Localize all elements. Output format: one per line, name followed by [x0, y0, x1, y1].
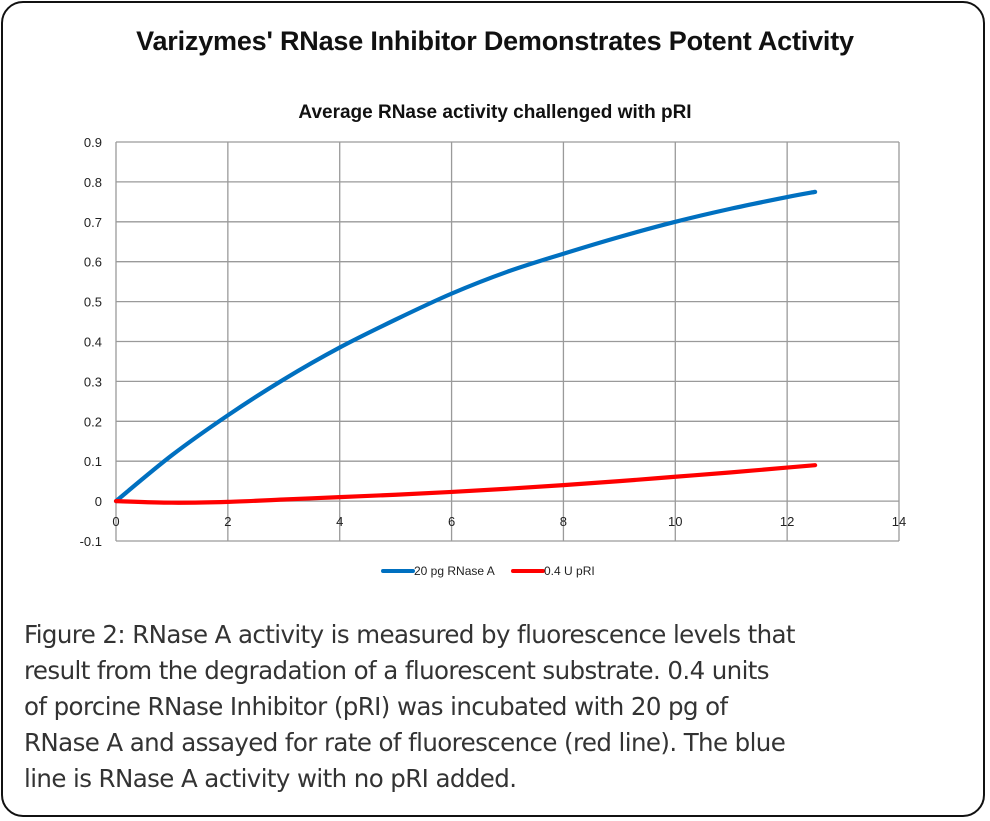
- y-tick-label: 0.3: [84, 374, 102, 389]
- main-title: Varizymes' RNase Inhibitor Demonstrates …: [136, 26, 854, 56]
- x-tick-label: 10: [668, 514, 682, 529]
- y-tick-label: -0.1: [80, 534, 102, 549]
- caption-line: of porcine RNase Inhibitor (pRI) was inc…: [24, 692, 728, 721]
- x-axis-ticks: 0 2 4 6 8 10 12 14: [112, 514, 906, 529]
- x-tick-label: 6: [448, 514, 455, 529]
- y-tick-label: 0.9: [84, 135, 102, 150]
- x-tick-label: 14: [892, 514, 906, 529]
- y-tick-label: 0.6: [84, 255, 102, 270]
- chart-grid: [115, 141, 900, 542]
- x-tick-label: 4: [336, 514, 343, 529]
- chart-title: Average RNase activity challenged with p…: [298, 102, 692, 123]
- caption-line: line is RNase A activity with no pRI add…: [24, 764, 517, 793]
- caption-line: Figure 2: RNase A activity is measured b…: [24, 620, 796, 649]
- figure-caption: Figure 2: RNase A activity is measured b…: [24, 617, 974, 797]
- y-axis-ticks: -0.1 0 0.1 0.2 0.3 0.4 0.5 0.6 0.7 0.8 0.9: [80, 135, 102, 549]
- y-tick-label: 0.4: [84, 335, 102, 350]
- y-tick-label: 0.1: [84, 454, 102, 469]
- legend-label: 0.4 U pRI: [544, 564, 595, 578]
- x-tick-label: 2: [224, 514, 231, 529]
- x-tick-label: 8: [560, 514, 567, 529]
- caption-line: RNase A and assayed for rate of fluoresc…: [24, 728, 786, 757]
- y-tick-label: 0.5: [84, 295, 102, 310]
- series-line-pri: [113, 463, 818, 505]
- y-tick-label: 0.8: [84, 175, 102, 190]
- chart-series: [113, 189, 818, 505]
- legend-label: 20 pg RNase A: [414, 564, 495, 578]
- y-tick-label: 0: [95, 494, 102, 509]
- y-tick-label: 0.2: [84, 414, 102, 429]
- x-tick-label: 12: [780, 514, 794, 529]
- line-chart: -0.1 0 0.1 0.2 0.3 0.4 0.5 0.6 0.7 0.8 0.9 0 2 4 6 8 10…: [80, 135, 907, 578]
- chart-legend: 20 pg RNase A 0.4 U pRI: [381, 564, 595, 578]
- series-line-rnase-a: [113, 189, 818, 504]
- caption-line: result from the degradation of a fluores…: [24, 656, 770, 685]
- x-tick-label: 0: [112, 514, 119, 529]
- y-tick-label: 0.7: [84, 215, 102, 230]
